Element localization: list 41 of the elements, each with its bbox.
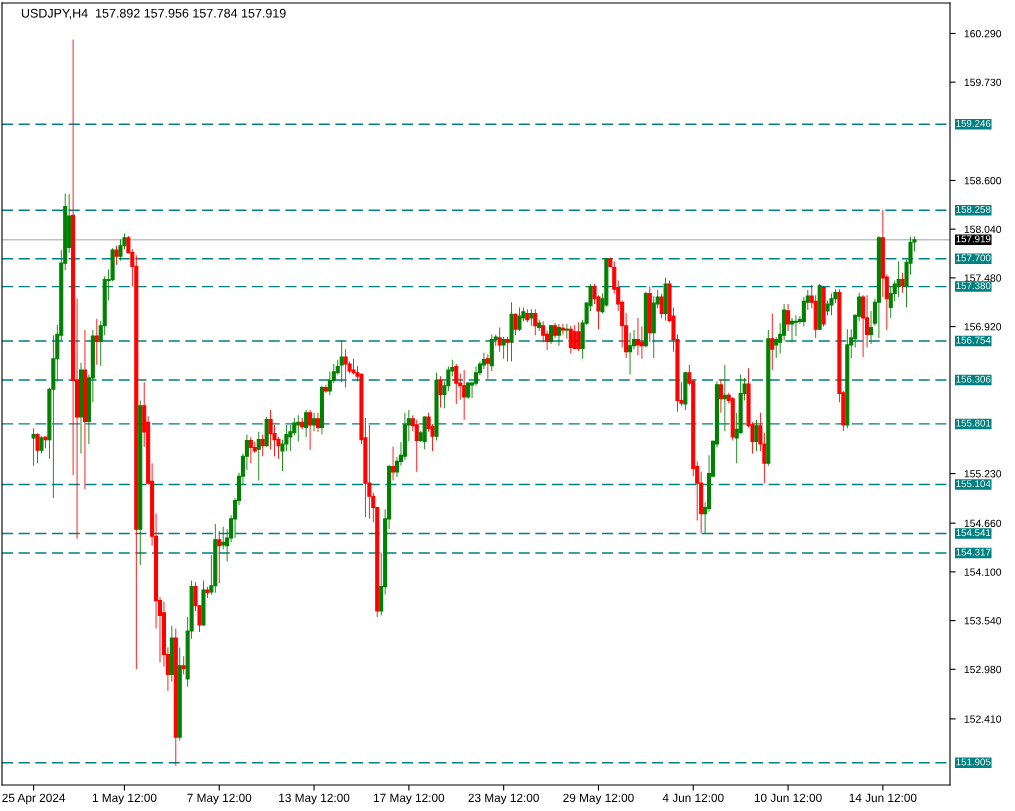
y-tick-label: 152.410: [964, 715, 1002, 723]
chart-title: USDJPY,H4 157.892 157.956 157.784 157.919: [21, 8, 286, 20]
y-tick-label: 156.920: [964, 323, 1002, 331]
y-tick-label: 153.540: [964, 617, 1002, 625]
x-tick-label: 10 Jun 12:00: [754, 793, 822, 802]
y-tick-label: 158.600: [964, 176, 1002, 185]
ref-line-label: 155.104: [956, 480, 991, 488]
candlestick: [639, 326, 644, 359]
candlestick: [94, 318, 99, 365]
y-tick-label: 154.100: [964, 568, 1002, 576]
candlestick: [221, 526, 226, 550]
y-tick-label: 159.730: [964, 78, 1002, 87]
x-tick-label: 1 May 12:00: [92, 793, 157, 805]
ref-line-label: 151.905: [956, 758, 991, 766]
y-tick-label: 158.040: [964, 225, 1002, 234]
x-tick-label: 4 Jun 12:00: [662, 793, 724, 802]
ref-line-label: 155.801: [956, 419, 991, 427]
x-tick-label: 14 Jun 12:00: [849, 793, 917, 802]
ref-line-label: 157.380: [956, 282, 991, 290]
ref-line-label: 157.700: [956, 254, 991, 262]
candlestick: [217, 531, 222, 584]
ref-line-label: 156.306: [956, 375, 991, 383]
ref-line-label: 159.246: [956, 119, 991, 127]
ref-line-label: 154.541: [956, 529, 991, 537]
x-tick-label: 25 Apr 2024: [2, 793, 66, 805]
x-tick-label: 17 May 12:00: [373, 793, 445, 805]
ref-line-label: 157.919: [956, 235, 991, 243]
x-tick-label: 29 May 12:00: [563, 793, 634, 805]
y-tick-label: 157.480: [964, 274, 1002, 282]
x-tick-label: 23 May 12:00: [468, 793, 539, 805]
candlestick: [181, 656, 186, 675]
x-tick-label: 13 May 12:00: [279, 793, 350, 805]
ref-line-label: 154.317: [956, 548, 991, 556]
y-tick-label: 155.230: [964, 470, 1002, 478]
y-tick-label: 154.660: [964, 519, 1002, 528]
candlestick: [51, 335, 56, 498]
x-tick-label: 7 May 12:00: [187, 793, 252, 805]
y-tick-label: 152.980: [964, 665, 1002, 674]
y-tick-label: 160.290: [964, 29, 1002, 38]
ref-line-label: 158.258: [956, 205, 991, 213]
ref-line-label: 156.754: [956, 336, 991, 344]
